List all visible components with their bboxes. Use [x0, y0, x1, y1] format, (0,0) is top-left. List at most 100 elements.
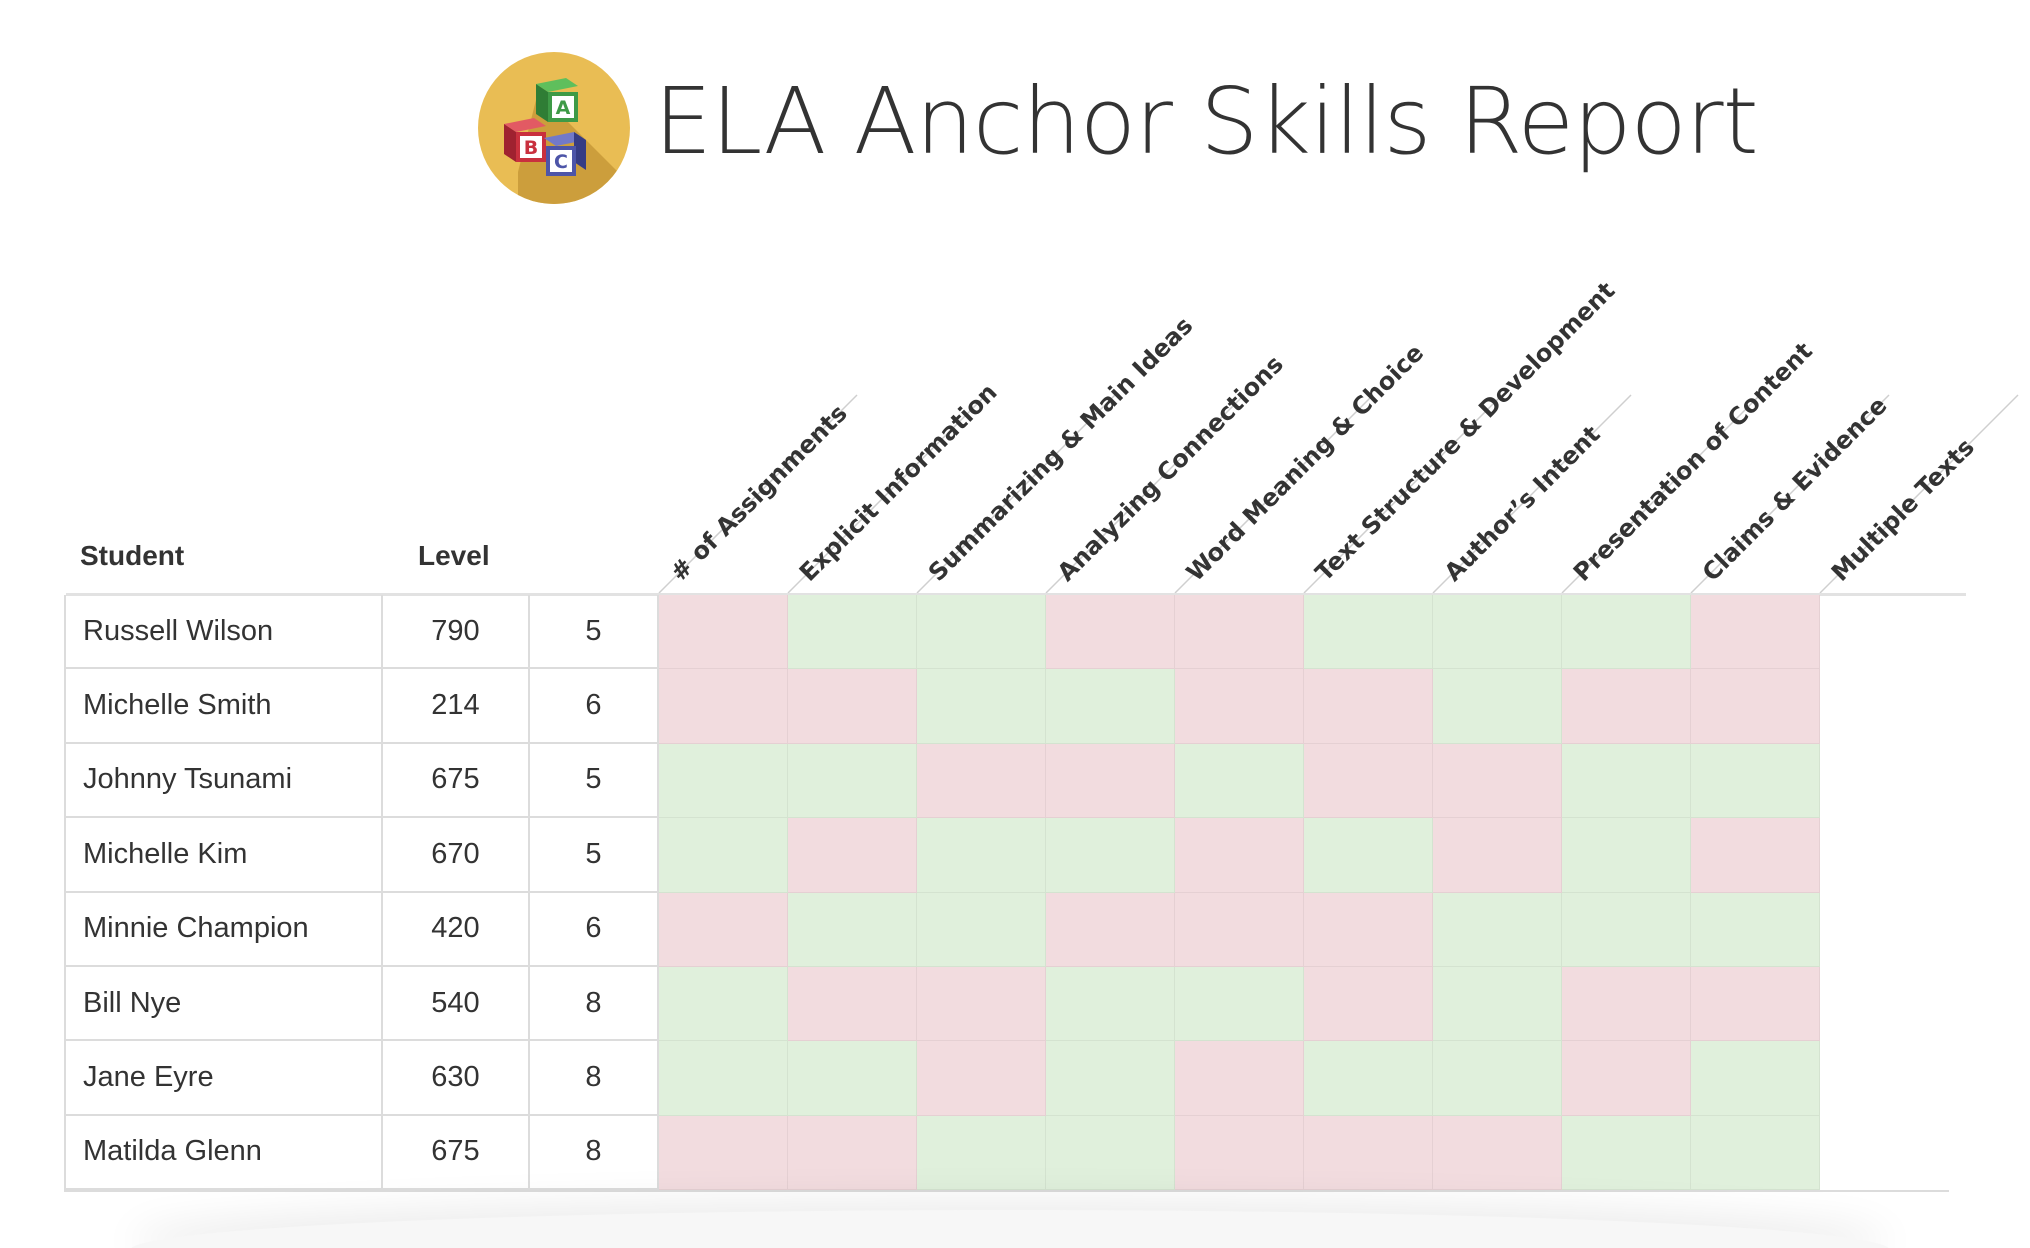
skill-cell-fail: [1175, 669, 1304, 744]
level-cell: 790: [383, 595, 530, 670]
skill-cell-pass: [1304, 818, 1433, 893]
skill-cell-pass: [1562, 892, 1691, 967]
skill-cell-pass: [788, 1041, 917, 1116]
page-title: ELA Anchor Skills Report: [654, 68, 1759, 175]
skill-cell-fail: [1046, 892, 1175, 967]
skill-cell-fail: [1433, 818, 1562, 893]
skill-cell-pass: [917, 669, 1046, 744]
skill-cell-pass: [1691, 1041, 1820, 1116]
level-cell: 214: [383, 669, 530, 744]
skill-cell-fail: [1046, 743, 1175, 819]
grade-cell: 6: [530, 669, 659, 744]
grade-cell: 6: [530, 892, 659, 967]
skill-column-header: Analyzing Connections: [1052, 349, 1289, 587]
grade-cell: 8: [530, 1041, 659, 1116]
skill-cell-fail: [1175, 1115, 1304, 1191]
skill-cell-fail: [1562, 966, 1691, 1042]
level-cell: 675: [383, 1115, 530, 1191]
skill-cell-fail: [1433, 1115, 1562, 1191]
skill-cell-pass: [1046, 1115, 1175, 1191]
skill-cell-fail: [1304, 743, 1433, 819]
skill-cell-pass: [1562, 1115, 1691, 1191]
level-column-header: Level: [418, 540, 490, 571]
skill-cell-fail: [1175, 595, 1304, 670]
skill-column-header: Word Meaning & Choice: [1181, 338, 1430, 587]
skill-cell-fail: [788, 966, 917, 1042]
skill-cell-fail: [1691, 818, 1820, 893]
student-column-header: Student: [80, 540, 185, 571]
skill-cell-pass: [1433, 669, 1562, 744]
skill-cell-fail: [917, 743, 1046, 819]
skill-cell-fail: [1304, 892, 1433, 967]
skill-cell-empty: [1820, 669, 1949, 743]
level-cell: 630: [383, 1041, 530, 1116]
svg-text:C: C: [554, 151, 568, 173]
level-cell: 675: [383, 743, 530, 819]
skill-cell-fail: [659, 669, 788, 744]
skill-cell-fail: [1691, 669, 1820, 744]
skill-cell-fail: [659, 1115, 788, 1191]
abc-blocks-logo-icon: A B C: [478, 52, 630, 204]
report-header: A B C ELA Anchor Skills Report: [478, 52, 1759, 204]
student-name-cell: Matilda Glenn: [66, 1115, 383, 1191]
grade-cell: 8: [530, 1115, 659, 1191]
skill-cell-pass: [1046, 966, 1175, 1042]
skill-cell-empty: [1820, 744, 1949, 818]
skill-cell-pass: [1304, 595, 1433, 670]
skill-column-header: Presentation of Content: [1568, 336, 1818, 587]
skill-cell-pass: [1046, 1041, 1175, 1116]
skill-column-header: Summarizing & Main Ideas: [923, 311, 1199, 587]
skill-cell-pass: [1433, 892, 1562, 967]
skill-cell-pass: [659, 1041, 788, 1116]
skill-cell-empty: [1820, 818, 1949, 892]
skill-cell-pass: [1433, 1041, 1562, 1116]
grade-cell: 5: [530, 743, 659, 819]
skill-cell-pass: [1691, 1115, 1820, 1191]
student-name-cell: Jane Eyre: [66, 1041, 383, 1116]
skill-cell-empty: [1820, 893, 1949, 967]
skill-cell-fail: [1304, 1115, 1433, 1191]
skill-cell-fail: [659, 595, 788, 670]
skill-cell-empty: [1820, 1116, 1949, 1190]
student-name-cell: Bill Nye: [66, 966, 383, 1042]
skill-cell-fail: [1562, 1041, 1691, 1116]
skill-cell-pass: [917, 1115, 1046, 1191]
student-name-cell: Michelle Kim: [66, 818, 383, 893]
skill-cell-pass: [788, 743, 917, 819]
student-name-cell: Michelle Smith: [66, 669, 383, 744]
skill-cell-pass: [1046, 669, 1175, 744]
skill-cell-pass: [1304, 1041, 1433, 1116]
skill-cell-fail: [788, 818, 917, 893]
skill-cell-pass: [1175, 966, 1304, 1042]
skill-cell-fail: [1304, 966, 1433, 1042]
skill-cell-fail: [1562, 669, 1691, 744]
skill-cell-fail: [1175, 892, 1304, 967]
skill-cell-fail: [788, 669, 917, 744]
skills-table: Russell Wilson 790 5 Michelle Smith 214 6 John…: [64, 595, 1949, 1193]
skill-cell-pass: [659, 743, 788, 819]
student-name-cell: Russell Wilson: [66, 595, 383, 670]
skill-cell-pass: [1562, 595, 1691, 670]
grade-cell: 5: [530, 595, 659, 670]
skill-cell-pass: [1046, 818, 1175, 893]
skill-column-header: Multiple Texts: [1826, 432, 1980, 587]
skill-cell-empty: [1820, 1041, 1949, 1115]
student-name-cell: Minnie Champion: [66, 892, 383, 967]
skill-cell-fail: [659, 892, 788, 967]
skill-cell-fail: [1304, 669, 1433, 744]
skill-cell-pass: [1691, 743, 1820, 819]
skill-cell-fail: [1046, 595, 1175, 670]
skill-cell-pass: [1433, 966, 1562, 1042]
skill-cell-pass: [917, 892, 1046, 967]
level-cell: 420: [383, 892, 530, 967]
skill-cell-fail: [1691, 966, 1820, 1042]
svg-text:B: B: [524, 137, 538, 159]
skill-cell-fail: [917, 966, 1046, 1042]
skill-cell-pass: [788, 892, 917, 967]
level-cell: 670: [383, 818, 530, 893]
skill-cell-fail: [1175, 818, 1304, 893]
skill-cell-pass: [917, 595, 1046, 670]
skill-cell-pass: [1562, 743, 1691, 819]
student-name-cell: Johnny Tsunami: [66, 743, 383, 819]
